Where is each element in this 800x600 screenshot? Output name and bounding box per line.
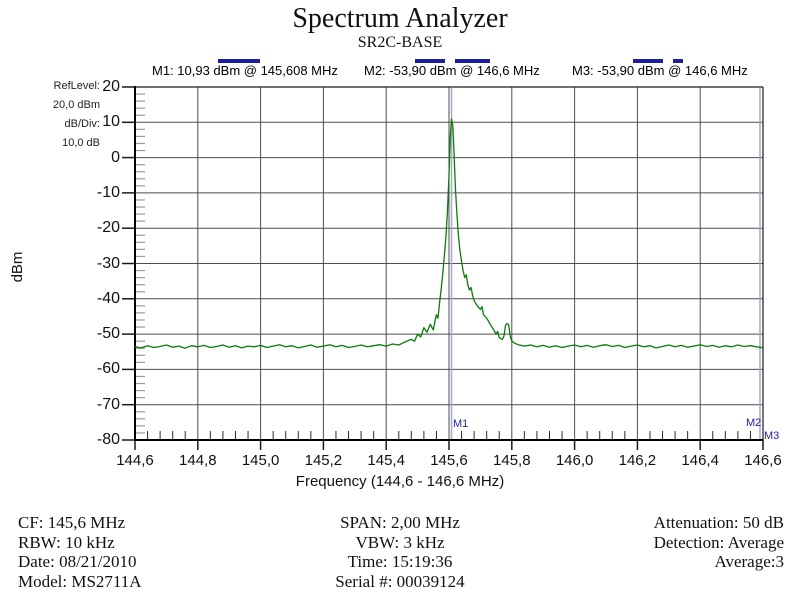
- marker-flag-m2: M2: [746, 417, 762, 429]
- marker-ruler-dash: [218, 59, 260, 63]
- x-axis-title: Frequency (144,6 - 146,6 MHz): [295, 473, 505, 490]
- marker-readout-m1: M1: 10,93 dBm @ 145,608 MHz: [152, 63, 338, 78]
- rbw-readout: RBW: 10 kHz: [18, 532, 115, 552]
- marker-ruler-dash: [673, 59, 683, 63]
- y-tick-label: -50: [96, 325, 120, 343]
- marker-flag-m3: M3: [764, 430, 780, 442]
- amplitude-settings-panel: RefLevel: 20,0 dBm dB/Div: 10,0 dB: [30, 79, 100, 155]
- x-tick-label: 145,0: [241, 452, 280, 469]
- spectrum-trace: [134, 118, 764, 349]
- x-tick-label: 146,2: [618, 452, 657, 469]
- model-readout: Model: MS2711A: [18, 571, 142, 591]
- y-tick-label: -20: [96, 219, 120, 237]
- ref-level-value: 20,0 dBm: [52, 99, 100, 111]
- attenuation-readout: Attenuation: 50 dB: [653, 513, 784, 532]
- x-tick-label: 145,8: [493, 452, 531, 469]
- y-tick-label: -10: [96, 183, 120, 201]
- db-per-div-value: 10,0 dB: [62, 137, 100, 149]
- y-tick-label: -70: [96, 395, 120, 413]
- y-tick-label: 0: [111, 148, 120, 166]
- marker-flag-m1: M1: [453, 418, 469, 430]
- y-tick-label: -80: [96, 431, 120, 448]
- date-readout: Date: 08/21/2010: [18, 552, 137, 571]
- marker-readout-m2: M2: -53,90 dBm @ 146,6 MHz: [364, 63, 540, 78]
- cf-readout: CF: 145,6 MHz: [18, 513, 126, 532]
- detection-readout: Detection: Average: [653, 532, 784, 552]
- x-tick-label: 146,4: [681, 452, 719, 469]
- footer-center-column: SPAN: 2,00 MHz VBW: 3 kHz Time: 15:19:36…: [250, 513, 550, 591]
- x-tick-label: 144,8: [179, 452, 217, 469]
- x-tick-label: 146,6: [744, 452, 782, 469]
- y-tick-label: -30: [96, 254, 120, 272]
- ref-level-label: RefLevel:: [53, 80, 100, 92]
- x-tick-label: 144,6: [116, 452, 154, 469]
- average-readout: Average:3: [714, 552, 784, 571]
- footer-left-column: CF: 145,6 MHz RBW: 10 kHz Date: 08/21/20…: [18, 513, 142, 591]
- y-tick-label: 10: [102, 113, 120, 131]
- marker-ruler-dash: [633, 59, 663, 63]
- time-readout: Time: 15:19:36: [347, 552, 453, 571]
- serial-readout: Serial #: 00039124: [335, 571, 465, 591]
- y-axis-title: dBm: [9, 251, 26, 283]
- span-readout: SPAN: 2,00 MHz: [340, 513, 460, 532]
- y-tick-label: -40: [96, 289, 120, 307]
- vbw-readout: VBW: 3 kHz: [355, 532, 445, 552]
- db-per-div-label: dB/Div:: [64, 118, 100, 130]
- y-tick-label: 20: [102, 78, 120, 95]
- marker-ruler-dash: [415, 59, 445, 63]
- y-tick-label: -60: [96, 360, 120, 378]
- page-subtitle: SR2C-BASE: [357, 34, 443, 51]
- footer-right-column: Attenuation: 50 dB Detection: Average Av…: [520, 513, 784, 572]
- x-tick-label: 145,2: [304, 452, 343, 469]
- marker-ruler-dash: [455, 59, 490, 63]
- marker-readout-m3: M3: -53,90 dBm @ 146,6 MHz: [572, 63, 748, 78]
- x-tick-label: 145,6: [430, 452, 468, 469]
- x-tick-label: 146,0: [555, 452, 594, 469]
- x-tick-label: 145,4: [367, 452, 405, 469]
- page-title: Spectrum Analyzer: [292, 3, 508, 34]
